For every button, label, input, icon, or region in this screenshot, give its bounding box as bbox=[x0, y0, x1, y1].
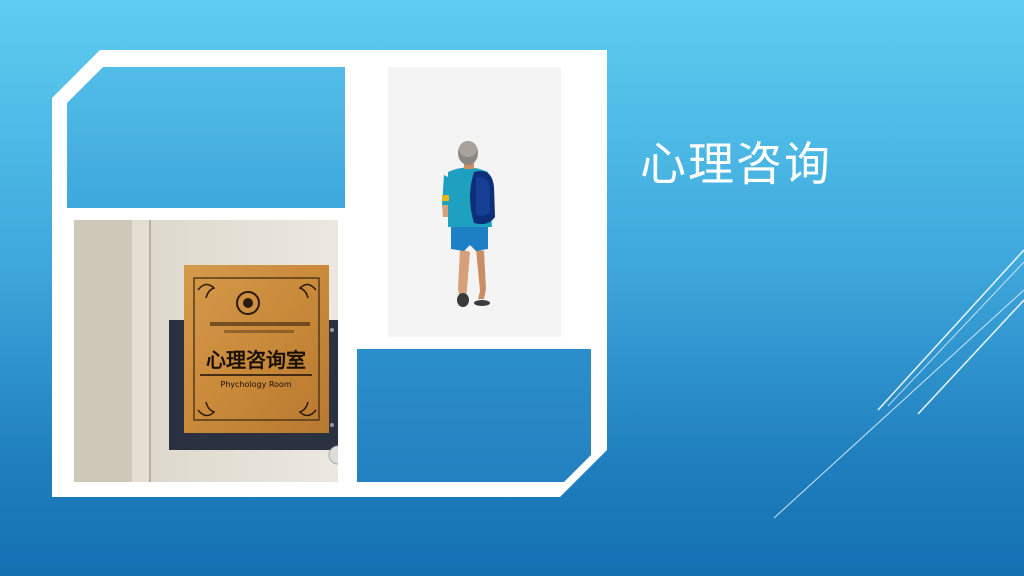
slide-title: 心理咨询 bbox=[640, 137, 832, 191]
sign-chinese-label: 心理咨询室 bbox=[206, 348, 306, 372]
top-left-panel bbox=[67, 67, 345, 208]
psychology-room-sign-photo: 心理咨询室 Phychology Room bbox=[74, 220, 338, 482]
sign-english-label: Phychology Room bbox=[220, 380, 291, 389]
walking-student-icon bbox=[388, 67, 561, 337]
bottom-right-panel bbox=[357, 349, 591, 482]
walking-student-illustration bbox=[388, 67, 561, 337]
